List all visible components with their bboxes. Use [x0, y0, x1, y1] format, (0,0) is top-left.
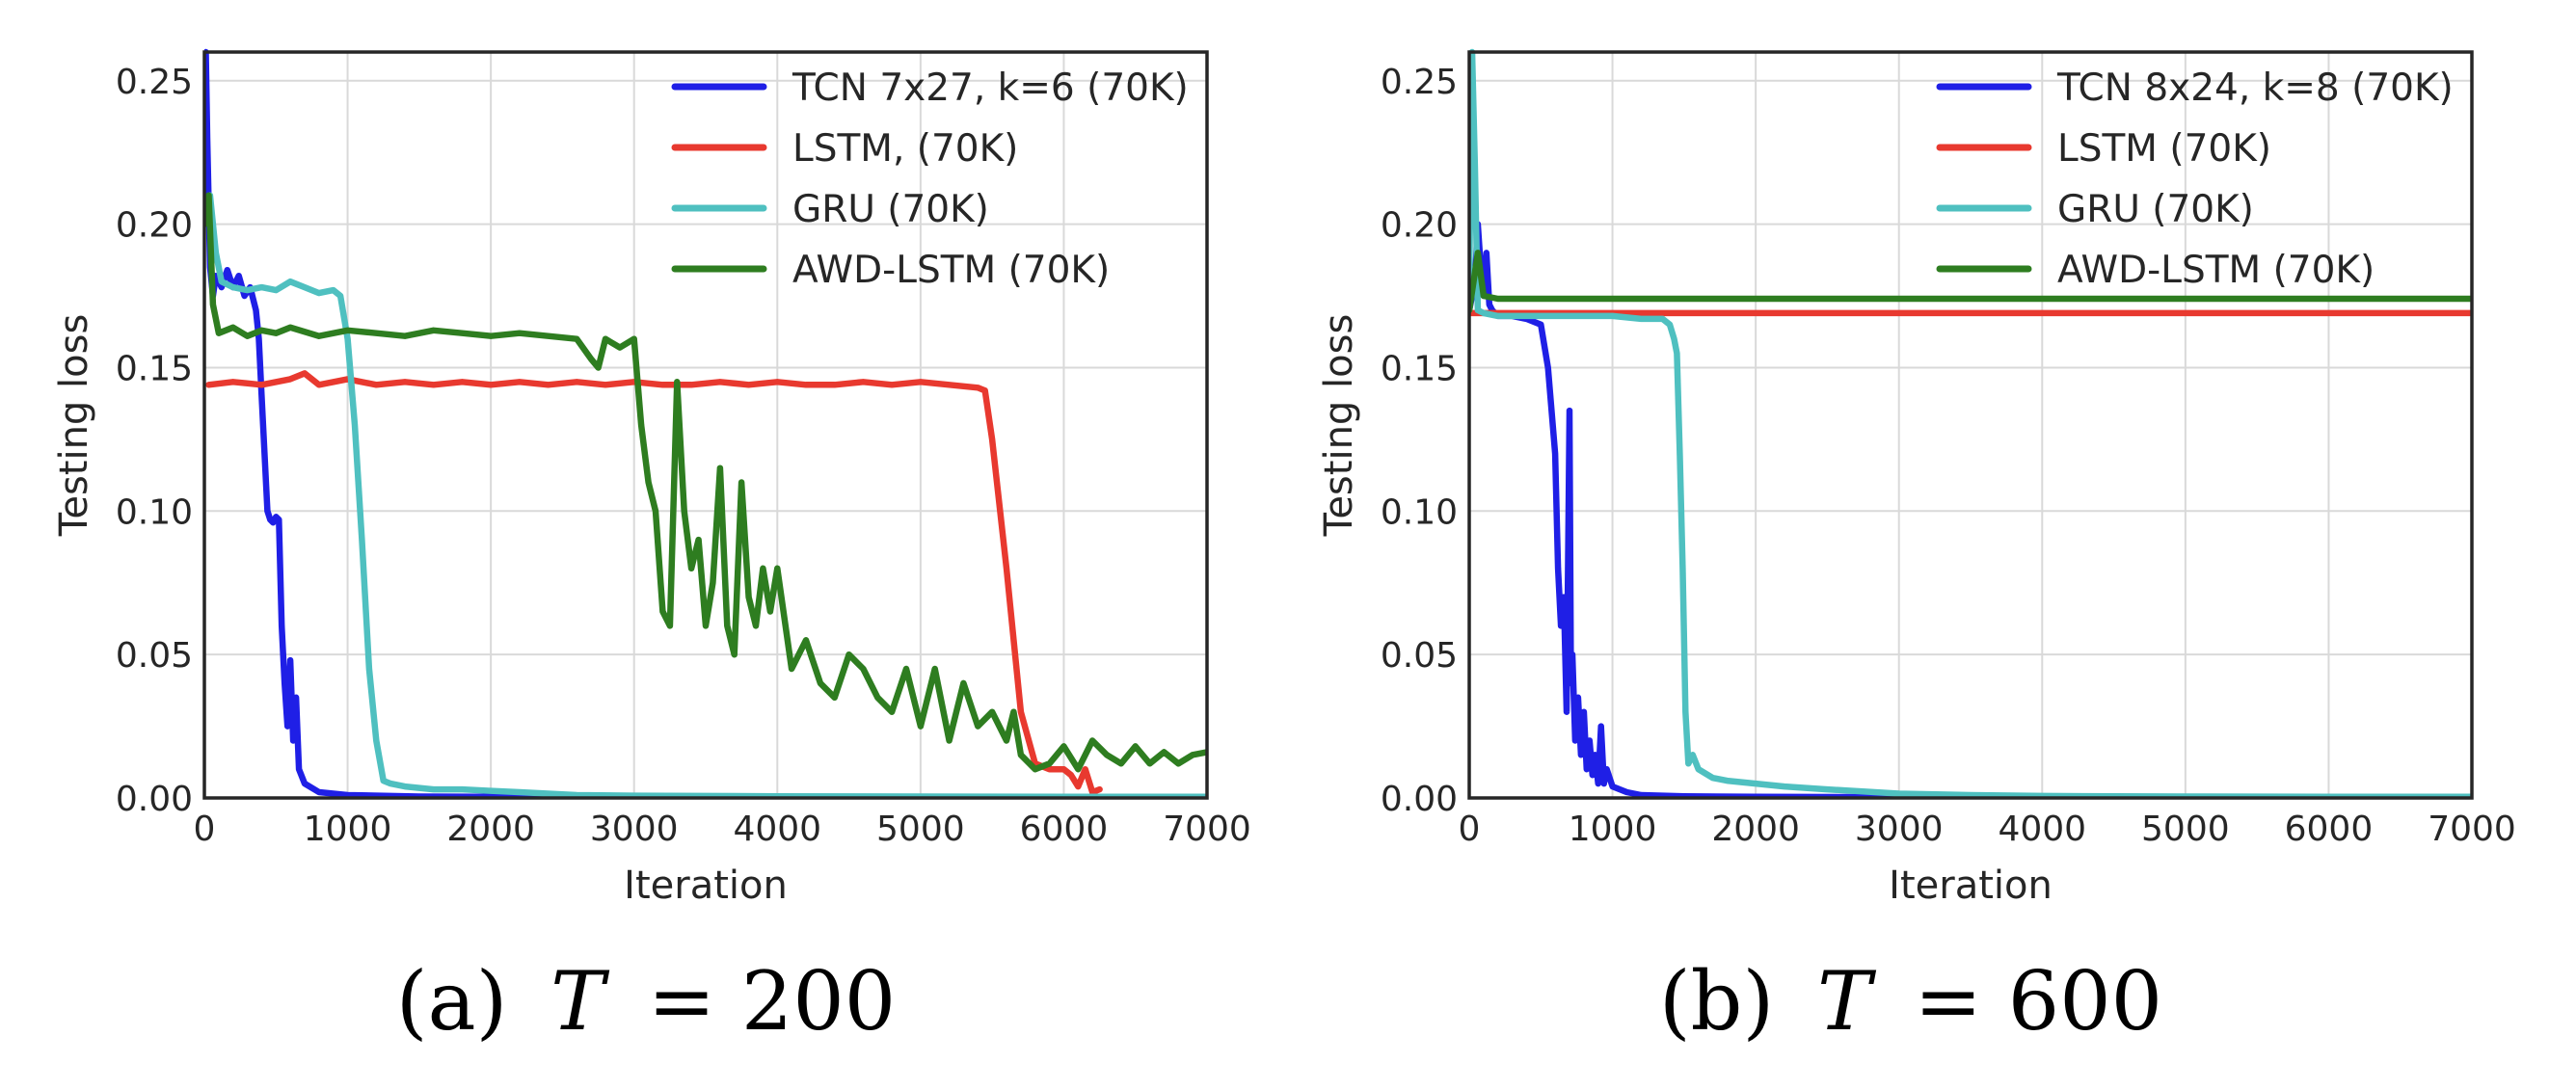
- panel-a-x-tick-label: 5000: [876, 810, 965, 849]
- panel-a-y-tick-label: 0.05: [116, 636, 193, 676]
- panel-b-x-tick-label: 4000: [1998, 810, 2086, 849]
- panel-a-legend-label-tcn-7x27-k-6-70k: TCN 7x27, k=6 (70K): [792, 66, 1189, 110]
- panel-b-y-tick-label: 0.25: [1381, 63, 1458, 102]
- panel-b-x-tick-label: 7000: [2428, 810, 2516, 849]
- panel-b-x-tick-label: 3000: [1855, 810, 1944, 849]
- panel-b-x-axis-label: Iteration: [1889, 863, 2053, 908]
- panel-a-x-tick-label: 7000: [1163, 810, 1251, 849]
- panel-b-x-tick-label: 6000: [2285, 810, 2374, 849]
- panel-a-y-axis-label: Testing loss: [52, 314, 96, 538]
- panel-b-legend-label-gru-70k: GRU (70K): [2057, 188, 2254, 231]
- panel-b-y-tick-label: 0.20: [1381, 206, 1458, 246]
- panel-b-legend-label-lstm-70k: LSTM (70K): [2057, 127, 2271, 171]
- panel-b-legend-label-tcn-8x24-k-8-70k: TCN 8x24, k=8 (70K): [2056, 66, 2454, 110]
- panel-b-y-tick-label: 0.00: [1381, 780, 1458, 819]
- panel-b-x-tick-label: 1000: [1569, 810, 1657, 849]
- panel-b-x-tick-label: 5000: [2141, 810, 2230, 849]
- panel-b-y-tick-label: 0.15: [1381, 349, 1458, 388]
- panel-b-legend-label-awd-lstm-70k: AWD-LSTM (70K): [2057, 249, 2375, 292]
- panel-b-y-ticks: 0.00 0.05 0.10 0.15 0.20 0.25: [1381, 63, 1458, 819]
- panel-b-legend: TCN 8x24, k=8 (70K) LSTM (70K) GRU (70K) AW…: [1936, 66, 2454, 292]
- panel-a-y-tick-label: 0.25: [116, 63, 193, 102]
- panel-a-caption-prefix: (a): [396, 954, 508, 1049]
- panel-a-frame: [202, 50, 1209, 800]
- panel-a-y-tick-label: 0.15: [116, 349, 193, 388]
- panel-a-x-axis-label: Iteration: [624, 863, 788, 908]
- panel-a-legend-label-lstm-70k: LSTM, (70K): [792, 127, 1018, 171]
- panel-a-y-tick-label: 0.00: [116, 780, 193, 819]
- panel-a-x-tick-label: 2000: [446, 810, 535, 849]
- panel-a-x-ticks: 0 1000 2000 3000 4000 5000 6000 7000: [194, 810, 1251, 849]
- panel-b-x-ticks: 0 1000 2000 3000 4000 5000 6000 7000: [1459, 810, 2516, 849]
- panel-b-caption-symbol: T: [1817, 954, 1877, 1049]
- panel-b-series-line-gru-70k: [1469, 48, 2472, 798]
- panel-b-x-tick-label: 2000: [1711, 810, 1800, 849]
- panel-a-series-line-awd-lstm-70k: [204, 192, 1207, 773]
- panel-a-caption-symbol: T: [550, 954, 610, 1049]
- panel-b-caption-eq: = 600: [1915, 954, 2162, 1049]
- panel-b-caption: (b) T = 600: [1659, 954, 2162, 1049]
- panel-a-x-tick-label: 6000: [1020, 810, 1109, 849]
- panel-a-caption-eq: = 200: [648, 954, 896, 1049]
- panel-b-x-tick-label: 0: [1459, 810, 1481, 849]
- panel-a-x-tick-label: 4000: [733, 810, 821, 849]
- panel-b-y-axis-label: Testing loss: [1317, 314, 1361, 538]
- panel-b: 0 1000 2000 3000 4000 5000 6000 7000 0.000.050.…: [1317, 48, 2516, 1049]
- panel-b-series-line-awd-lstm-70k: [1469, 250, 2472, 314]
- panel-b-frame: [1467, 50, 2474, 800]
- panel-a-legend-label-awd-lstm-70k: AWD-LSTM (70K): [792, 249, 1110, 292]
- panel-a-y-tick-label: 0.20: [116, 206, 193, 246]
- panel-a-x-tick-label: 3000: [590, 810, 679, 849]
- panel-b-y-tick-label: 0.05: [1381, 636, 1458, 676]
- panel-a-series-line-gru-70k: [204, 192, 1207, 798]
- panel-a-legend-label-gru-70k: GRU (70K): [792, 188, 989, 231]
- panel-a-y-tick-label: 0.10: [116, 492, 193, 532]
- panel-a-legend: TCN 7x27, k=6 (70K) LSTM, (70K) GRU (70K) A…: [671, 66, 1189, 292]
- panel-b-caption-prefix: (b): [1659, 954, 1774, 1049]
- panel-a-x-tick-label: 0: [194, 810, 216, 849]
- panel-a-caption: (a) T = 200: [396, 954, 896, 1049]
- panel-a-x-tick-label: 1000: [304, 810, 392, 849]
- panel-b-series-line-tcn-8x24-k-8-70k: [1469, 221, 2472, 798]
- panel-a: 0 1000 2000 3000 4000 5000 6000 7000 0.000.050.…: [52, 48, 1251, 1049]
- panel-b-series: [1469, 48, 2472, 798]
- panel-a-y-ticks: 0.00 0.05 0.10 0.15 0.20 0.25: [116, 63, 193, 819]
- panel-b-y-tick-label: 0.10: [1381, 492, 1458, 532]
